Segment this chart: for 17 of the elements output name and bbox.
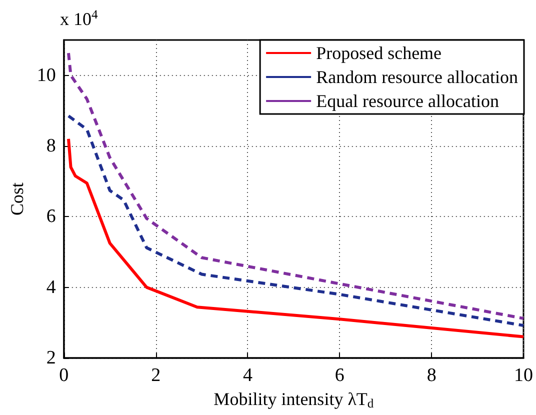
x-tick-label: 0: [59, 365, 69, 386]
line-series: [66, 137, 525, 338]
legend-label: Random resource allocation: [316, 67, 518, 87]
x-tick-label: 4: [242, 365, 253, 386]
x-tick-label: 2: [151, 365, 161, 386]
x-tick-label: 10: [514, 365, 533, 386]
line-series: [66, 114, 525, 327]
y-axis-title: Cost: [7, 182, 27, 216]
legend-label: Proposed scheme: [316, 43, 442, 63]
y-tick-label: 8: [46, 136, 56, 156]
y-tick-label: 10: [36, 64, 56, 86]
y-tick-label: 6: [46, 206, 56, 228]
legend-label: Equal resource allocation: [316, 91, 499, 111]
y-tick-label: 4: [46, 276, 56, 298]
x-tick-label: 6: [334, 365, 344, 386]
x-tick-label: 8: [426, 365, 436, 386]
y-tick-label: 2: [46, 348, 56, 368]
